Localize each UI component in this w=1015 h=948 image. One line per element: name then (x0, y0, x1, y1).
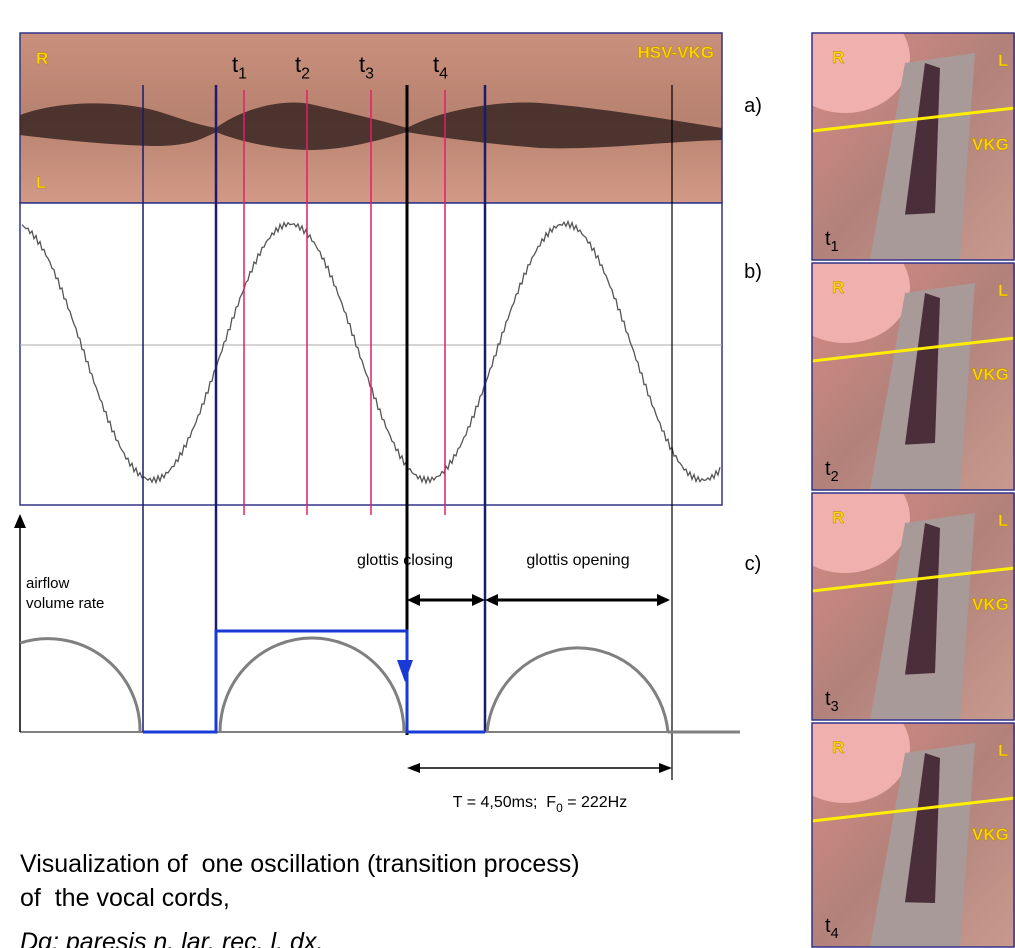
frame-content (780, 233, 1015, 490)
page: R L HSV-VKG a) b) c) airflow volume rate (0, 0, 1015, 948)
subscript: 1 (831, 239, 839, 255)
side-label: L (998, 51, 1008, 70)
panel-label: c) (745, 553, 762, 575)
side-label: R (832, 508, 844, 527)
closure-path (143, 631, 485, 732)
flow-pulse (487, 648, 668, 732)
axis-arrow (14, 514, 26, 528)
down-arrow (397, 660, 413, 682)
arrow-heads (407, 594, 672, 773)
subscript: 1 (238, 66, 247, 83)
side-label: R (832, 278, 844, 297)
subscript: 3 (831, 699, 839, 715)
arrow-head (472, 594, 485, 606)
vkg-label: VKG (972, 135, 1009, 154)
flow-pulse (20, 639, 140, 732)
frame-content (780, 3, 1015, 260)
side-label: R (36, 49, 48, 68)
side-label: L (998, 741, 1008, 760)
panel-label: a) (744, 95, 762, 117)
caption-diagnosis: Dg: paresis n. lar. rec. l. dx. (20, 928, 323, 948)
subscript: 4 (831, 926, 839, 942)
phase-label: glottis closing (357, 552, 453, 569)
subscript: 2 (301, 66, 310, 83)
frame-content (780, 463, 1015, 720)
subscript: 4 (439, 66, 448, 83)
side-label: R (832, 48, 844, 67)
text-part: = 222Hz (563, 794, 627, 811)
caption-line: Visualization of one oscillation (transi… (20, 850, 580, 878)
subscript: 2 (831, 469, 839, 485)
figure: R L HSV-VKG a) b) c) airflow volume rate (0, 0, 1015, 948)
axis-label: airflow (26, 575, 70, 592)
panel-title: HSV-VKG (637, 43, 714, 62)
panel-label: b) (744, 261, 762, 283)
axis-label: volume rate (26, 595, 104, 612)
side-label: L (36, 173, 46, 192)
flow-pulses (20, 638, 740, 732)
side-label: L (998, 511, 1008, 530)
phase-label: glottis opening (526, 552, 629, 569)
flow-pulse (220, 638, 404, 732)
tissue (780, 3, 910, 113)
vkg-label: VKG (972, 825, 1009, 844)
caption-line: of the vocal cords, (20, 884, 230, 912)
period-label: T = 4,50ms; F0 = 222Hz (453, 794, 627, 815)
vkg-label: VKG (972, 365, 1009, 384)
side-label: R (832, 738, 844, 757)
text-part: T = 4,50ms; F (453, 794, 557, 811)
arrow-head (485, 594, 498, 606)
closure-phases (143, 631, 485, 732)
frame-content (780, 693, 1015, 947)
vkg-label: VKG (972, 595, 1009, 614)
subscript: 3 (365, 66, 374, 83)
arrow-head (657, 594, 670, 606)
side-label: L (998, 281, 1008, 300)
arrow-head (407, 594, 420, 606)
